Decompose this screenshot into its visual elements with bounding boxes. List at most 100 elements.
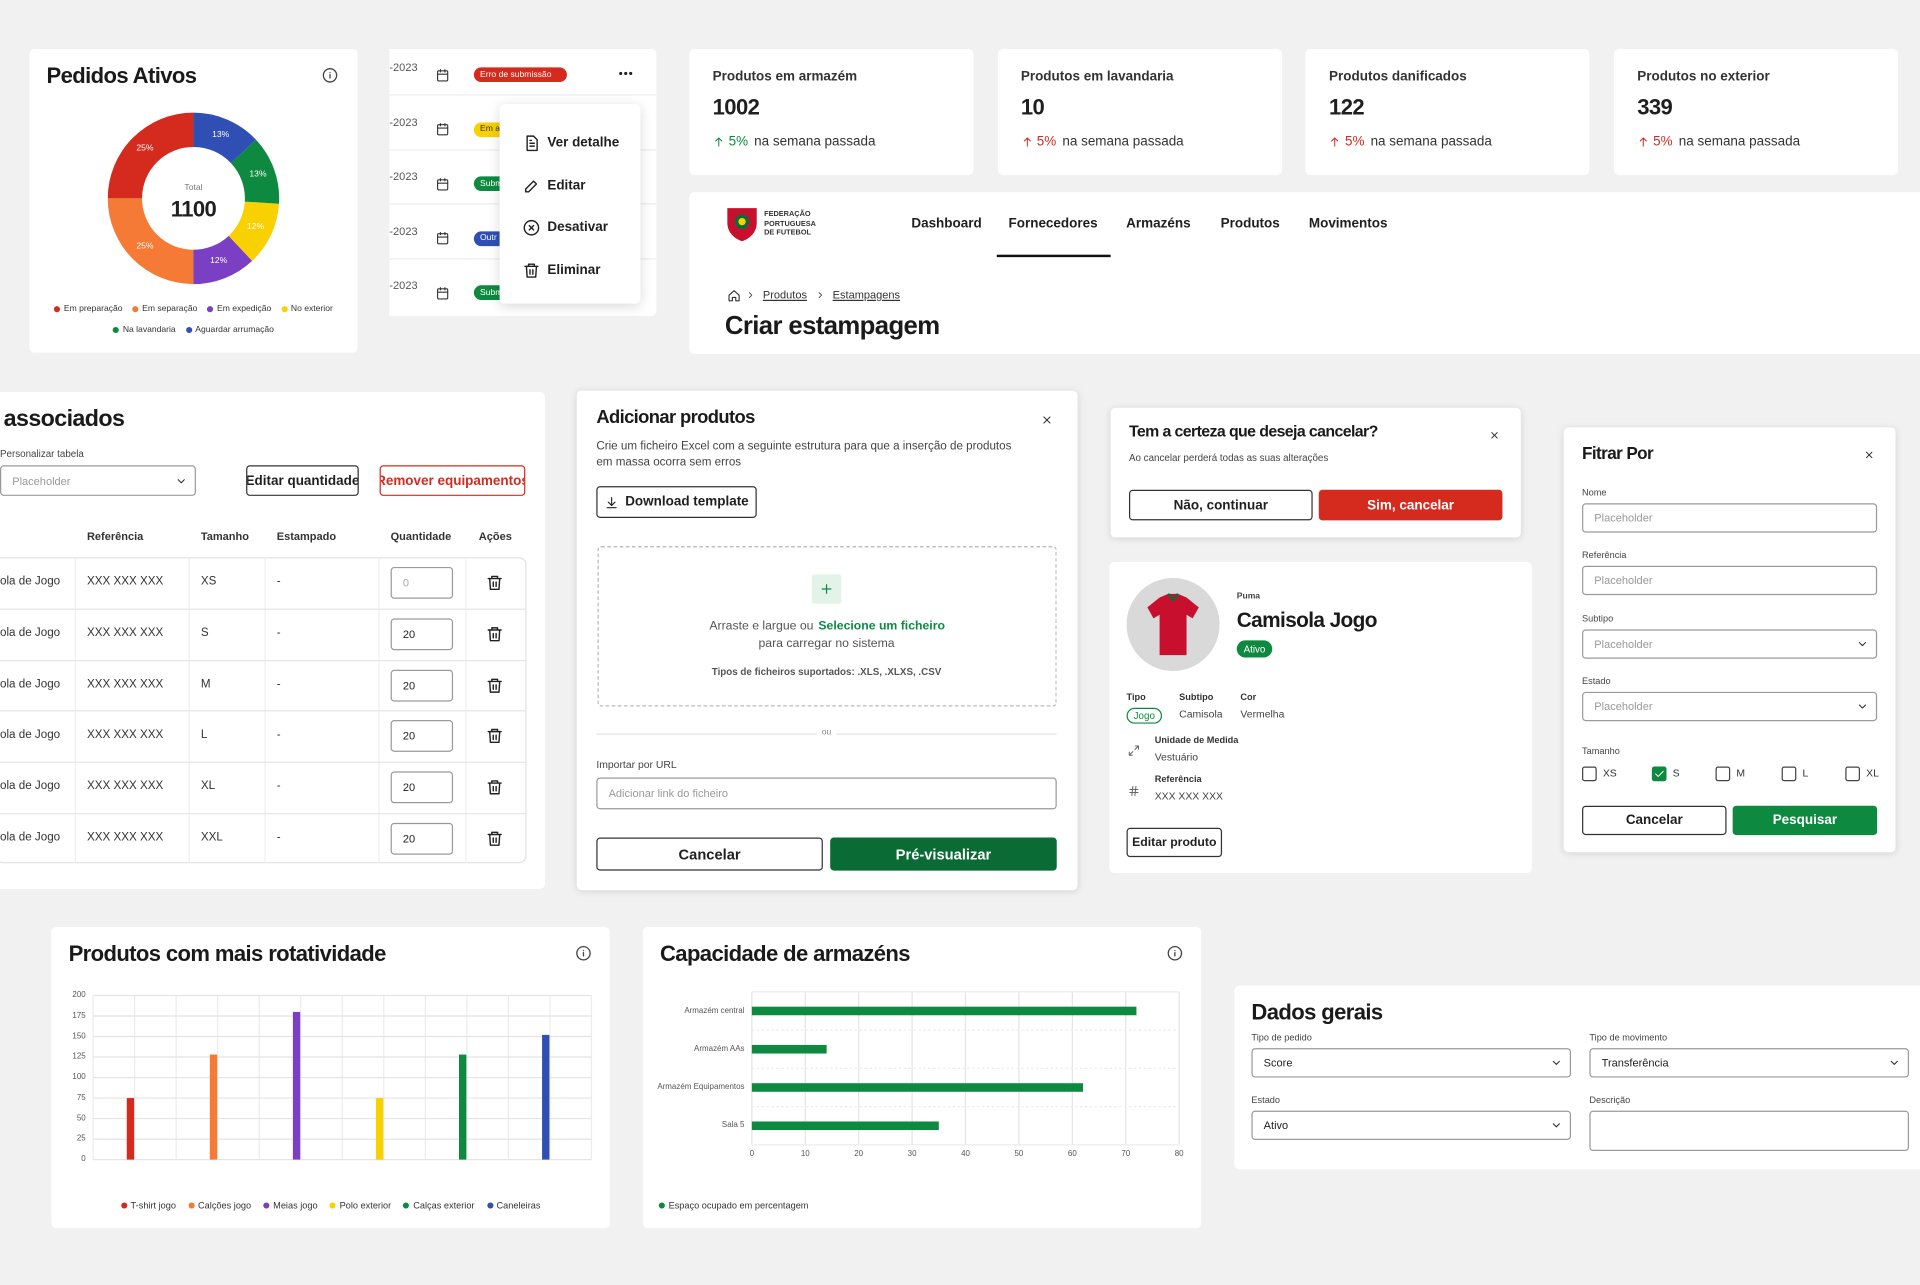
nav-item[interactable]: Armazéns xyxy=(1126,216,1191,232)
y-tick-label: 0 xyxy=(81,1155,86,1164)
icon-shape xyxy=(487,575,502,591)
close-icon[interactable] xyxy=(1041,414,1053,426)
x-tick-label: 60 xyxy=(1067,1150,1077,1159)
file-types: Tipos de ficheiros suportados: .XLS, .XL… xyxy=(711,666,942,678)
button-primary[interactable]: Pesquisar xyxy=(1732,805,1878,836)
legend-label: Em separação xyxy=(142,304,198,314)
legend-item: Polo exterior xyxy=(329,1198,391,1213)
column-header: Tamanho xyxy=(200,529,249,543)
icon-shape xyxy=(487,626,502,642)
close-icon[interactable] xyxy=(1863,449,1874,460)
checkbox-label: S xyxy=(1672,766,1680,779)
button[interactable]: Editar produto xyxy=(1126,827,1223,858)
stat-change: 5% na semana passada xyxy=(1637,133,1882,150)
icon-shape xyxy=(575,945,591,960)
delete-icon[interactable] xyxy=(486,779,503,796)
quantity-input[interactable]: 20 xyxy=(390,618,454,650)
button[interactable]: Cancelar xyxy=(596,837,823,871)
input-text: 20 xyxy=(402,627,416,641)
cell: XXL xyxy=(200,830,223,845)
close-icon[interactable] xyxy=(1488,429,1499,440)
checkbox[interactable] xyxy=(1781,766,1797,782)
calendar-icon xyxy=(435,177,448,190)
breadcrumb-item[interactable]: Produtos xyxy=(762,288,807,302)
change-note: na semana passada xyxy=(1062,134,1184,150)
icon-shape xyxy=(624,71,628,76)
icon-shape xyxy=(1126,577,1220,672)
input-text: Transferência xyxy=(1601,1056,1669,1069)
checkbox[interactable] xyxy=(1582,766,1597,782)
select[interactable]: Score xyxy=(1251,1048,1572,1078)
quantity-input[interactable]: 20 xyxy=(390,771,454,804)
legend-dot xyxy=(281,305,288,312)
menu-item[interactable]: Desativar xyxy=(547,220,609,236)
button-danger[interactable]: Remover equipamentos xyxy=(379,465,526,496)
quantity-input[interactable]: 0 xyxy=(390,566,454,599)
checkbox[interactable] xyxy=(1715,766,1731,782)
home-icon[interactable] xyxy=(727,288,740,301)
delete-icon[interactable] xyxy=(486,625,503,642)
cell: ola de Jogo xyxy=(0,677,61,691)
input[interactable]: Placeholder xyxy=(1582,565,1878,596)
input[interactable]: Placeholder xyxy=(1582,503,1878,533)
input-text: Placeholder xyxy=(1594,637,1653,651)
select[interactable]: Transferência xyxy=(1589,1048,1909,1078)
type-chip: Jogo xyxy=(1126,707,1163,724)
url-input[interactable]: Adicionar link do ficheiro xyxy=(596,777,1057,810)
menu-item[interactable]: Editar xyxy=(547,178,586,193)
icon-shape xyxy=(526,135,538,152)
legend-dot xyxy=(132,305,139,312)
select[interactable]: Placeholder xyxy=(0,465,196,496)
button[interactable]: Download template xyxy=(596,486,757,518)
quantity-input[interactable]: 20 xyxy=(390,720,454,753)
button-danger[interactable]: Sim, cancelar xyxy=(1318,489,1503,521)
delete-icon[interactable] xyxy=(486,677,503,694)
breadcrumb-item[interactable]: Estampagens xyxy=(832,288,901,302)
calendar-icon xyxy=(435,68,448,81)
quantity-input[interactable]: 20 xyxy=(390,669,454,702)
kebab-icon[interactable] xyxy=(617,65,634,82)
checkbox[interactable] xyxy=(1845,766,1861,782)
checkbox-label: XL xyxy=(1866,766,1879,779)
row-divider xyxy=(0,659,527,661)
nav-item[interactable]: Dashboard xyxy=(911,216,982,232)
button[interactable]: Não, continuar xyxy=(1128,489,1313,521)
menu-item[interactable]: Eliminar xyxy=(547,262,601,278)
button[interactable]: Editar quantidade xyxy=(246,465,359,496)
icon-shape xyxy=(1858,642,1867,647)
field-label: Subtipo xyxy=(1179,691,1214,703)
textarea[interactable] xyxy=(1589,1110,1909,1152)
button[interactable]: Cancelar xyxy=(1582,805,1727,836)
nav-item[interactable]: Produtos xyxy=(1220,216,1280,232)
input-text: Ativo xyxy=(1263,1119,1289,1132)
info-icon xyxy=(575,945,591,961)
icon-shape xyxy=(436,68,448,75)
change-note: na semana passada xyxy=(1678,134,1801,150)
nav-item[interactable]: Movimentos xyxy=(1308,216,1388,232)
checkbox[interactable] xyxy=(1651,766,1667,782)
legend: Em preparação Em separação Em expedição No … xyxy=(49,301,338,338)
cell: L xyxy=(200,728,208,742)
input-text: 0 xyxy=(402,576,409,589)
menu-item[interactable]: Ver detalhe xyxy=(547,135,620,151)
select[interactable]: Placeholder xyxy=(1582,691,1878,722)
delete-icon[interactable] xyxy=(486,728,503,745)
legend-item: Em separação xyxy=(132,301,197,316)
y-tick-label: Armazém central xyxy=(684,1006,745,1015)
menu-icon xyxy=(523,262,540,279)
select[interactable]: Placeholder xyxy=(1582,629,1878,659)
quantity-input[interactable]: 20 xyxy=(390,822,454,855)
unit-icon xyxy=(1128,744,1140,756)
y-tick-label: Armazém AAs xyxy=(694,1044,745,1054)
icon-shape xyxy=(1858,704,1867,709)
product-name: Camisola Jogo xyxy=(1236,608,1378,633)
legend: T-shirt jogo Calções jogo Meias jogo Polo e… xyxy=(51,1198,609,1213)
nav-item[interactable]: Fornecedores xyxy=(1008,216,1098,232)
button-primary[interactable]: Pré-visualizar xyxy=(830,837,1057,871)
select[interactable]: Ativo xyxy=(1251,1110,1572,1141)
delete-icon[interactable] xyxy=(486,830,503,847)
icon-shape xyxy=(575,945,591,960)
delete-icon[interactable] xyxy=(486,574,503,591)
icon-shape xyxy=(524,263,539,278)
